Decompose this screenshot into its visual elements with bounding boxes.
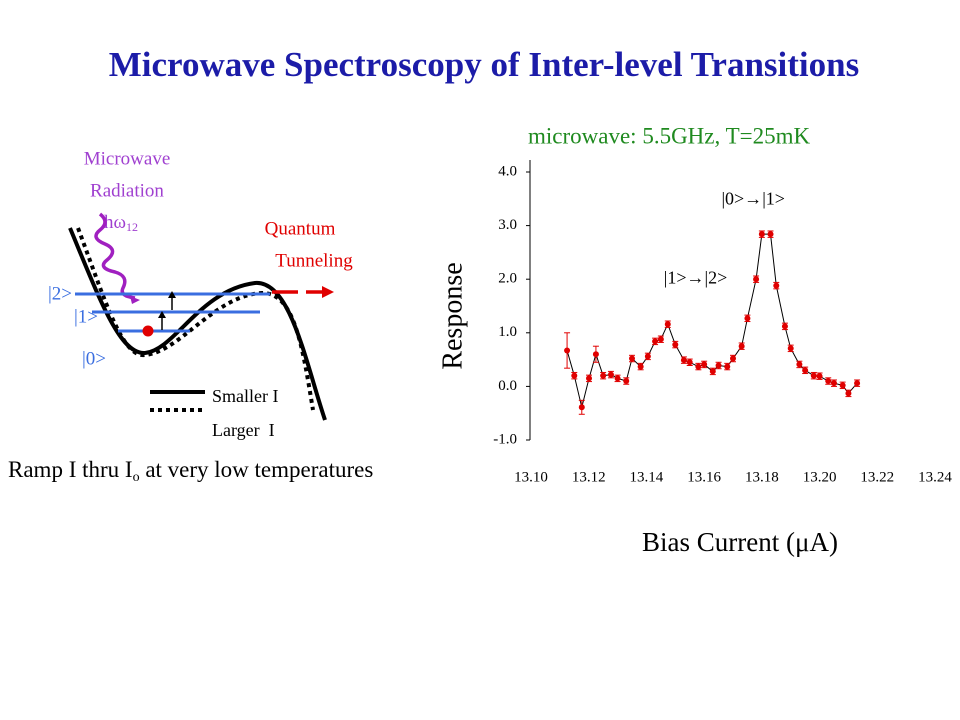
y-tick-label: 1.0 xyxy=(498,324,517,340)
data-point xyxy=(600,372,607,379)
photon-label: hω12 xyxy=(104,212,138,233)
y-tick-label: 4.0 xyxy=(498,163,517,179)
y-axis-label: Response xyxy=(437,262,468,369)
data-point xyxy=(664,321,671,328)
data-point xyxy=(623,378,630,385)
data-point xyxy=(831,380,837,387)
data-point xyxy=(730,355,736,362)
diagram: Microwave Radiation hω12 Quantum Tunneli… xyxy=(8,148,373,485)
data-point xyxy=(614,375,621,382)
data-point xyxy=(652,338,659,345)
tunneling-label: Quantum xyxy=(265,218,336,239)
tunneling-label: Tunneling xyxy=(275,250,353,271)
x-tick-label: 13.10 xyxy=(514,469,548,485)
legend-label: Smaller I xyxy=(212,386,278,406)
level-label: |0> xyxy=(82,348,106,369)
data-point xyxy=(637,363,644,370)
data-point xyxy=(629,355,635,362)
data-point xyxy=(564,347,571,354)
data-point xyxy=(781,323,788,330)
data-point xyxy=(810,372,817,379)
radiation-label: Radiation xyxy=(90,180,164,201)
x-tick-label: 13.22 xyxy=(860,469,894,485)
data-point xyxy=(854,380,861,387)
data-point xyxy=(816,373,823,380)
x-tick-label: 13.14 xyxy=(630,469,664,485)
potential-larger-i xyxy=(76,227,315,411)
data-point xyxy=(680,357,687,364)
y-tick-label: 2.0 xyxy=(498,271,517,287)
data-point xyxy=(709,368,716,375)
x-tick-label: 13.18 xyxy=(745,469,779,485)
annotation: |1>→|2> xyxy=(664,267,728,287)
data-line xyxy=(566,233,858,408)
legend-label: Larger I xyxy=(212,420,275,440)
data-point xyxy=(787,345,794,352)
photon-symbol: hω xyxy=(104,212,126,233)
photon-arrowhead xyxy=(130,296,140,304)
level-label: |2> xyxy=(48,283,72,304)
data-point xyxy=(644,353,651,360)
data-point xyxy=(672,341,679,348)
caption-text: Ramp I thru I xyxy=(8,457,133,482)
data-point xyxy=(796,361,803,368)
data-point xyxy=(845,390,852,397)
data-point xyxy=(753,276,760,283)
data-point xyxy=(758,231,765,238)
data-point xyxy=(586,375,593,382)
y-tick-label: 0.0 xyxy=(498,378,517,394)
transition-arrowhead xyxy=(158,311,166,318)
data-point xyxy=(767,231,774,238)
data-point xyxy=(686,359,693,366)
caption-text: at very low temperatures xyxy=(140,457,374,482)
data-point xyxy=(657,336,664,343)
x-tick-label: 13.20 xyxy=(803,469,837,485)
x-tick-label: 13.24 xyxy=(918,469,952,485)
transition-arrowhead xyxy=(168,291,176,298)
data-point xyxy=(744,315,751,322)
data-point xyxy=(701,361,708,368)
slide-title: Microwave Spectroscopy of Inter-level Tr… xyxy=(109,45,859,84)
chart-subtitle: microwave: 5.5GHz, T=25mK xyxy=(528,123,810,148)
data-point xyxy=(839,382,846,389)
data-point xyxy=(773,282,780,289)
y-tick-label: -1.0 xyxy=(493,431,517,447)
level-label: |1> xyxy=(74,306,98,327)
data-point xyxy=(607,371,614,378)
annotation: |0>→|1> xyxy=(721,189,785,209)
x-tick-label: 13.16 xyxy=(687,469,721,485)
data-point xyxy=(715,362,722,369)
data-point xyxy=(802,367,809,374)
caption: Ramp I thru Io at very low temperatures xyxy=(8,457,373,485)
data-point xyxy=(825,378,832,385)
photon-wave xyxy=(94,212,136,300)
particle xyxy=(142,325,154,337)
x-axis-label: Bias Current (μA) xyxy=(642,527,838,557)
data-point xyxy=(738,343,745,350)
plot: -1.0 0.0 1.0 2.0 3.0 4.0 13.10 13.12 13.14 13.16 1… xyxy=(493,160,952,485)
data-point xyxy=(592,351,599,358)
data-point xyxy=(724,363,731,370)
x-tick-label: 13.12 xyxy=(572,469,606,485)
data-point xyxy=(695,363,702,370)
tunneling-arrowhead xyxy=(322,286,334,298)
y-tick-label: 3.0 xyxy=(498,217,517,233)
caption-subscript: o xyxy=(133,470,140,485)
data-point xyxy=(578,404,585,411)
photon-subscript: 12 xyxy=(126,220,138,234)
radiation-label: Microwave xyxy=(84,148,171,169)
data-point xyxy=(571,372,578,379)
